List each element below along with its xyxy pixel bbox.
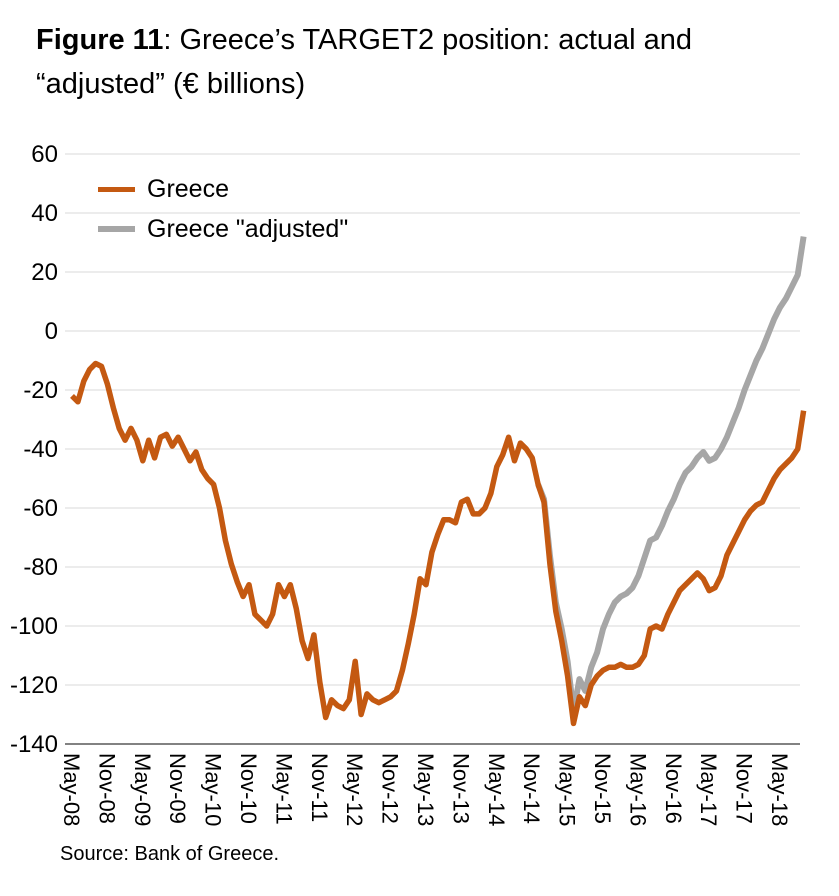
- y-axis-tick-label: 0: [45, 318, 58, 345]
- x-axis-tick-label: May-13: [413, 753, 438, 826]
- x-axis-tick-label: Nov-08: [94, 753, 119, 824]
- y-axis-tick-label: 20: [31, 259, 58, 286]
- y-axis-tick-label: -20: [23, 377, 58, 404]
- y-axis-tick-label: -140: [10, 731, 58, 758]
- y-axis-tick-label: -80: [23, 554, 58, 581]
- x-axis-tick-label: Nov-09: [165, 753, 190, 824]
- x-axis-tick-label: May-11: [271, 753, 296, 825]
- figure-title-text: : Greece’s TARGET2 position: actual and: [163, 24, 693, 56]
- x-axis-tick-label: Nov-12: [378, 753, 403, 824]
- x-axis-tick-label: Nov-15: [590, 753, 615, 824]
- y-axis-tick-label: -40: [23, 436, 58, 463]
- legend-label-greece: Greece: [147, 174, 229, 203]
- legend-item-greece: Greece: [98, 174, 229, 203]
- x-axis-tick-label: May-18: [767, 753, 792, 826]
- x-axis-tick-label: May-08: [59, 753, 84, 826]
- x-axis-tick-label: May-09: [130, 753, 155, 826]
- legend-swatch-greece-adjusted-line: [98, 226, 135, 232]
- x-axis-tick-label: Nov-13: [448, 753, 473, 824]
- figure-title-number: Figure 11: [36, 24, 164, 56]
- legend-swatch-greece-line: [98, 186, 135, 192]
- x-axis-tick-label: Nov-10: [236, 753, 261, 824]
- x-axis-tick-label: May-14: [484, 753, 509, 826]
- y-axis-tick-label: -60: [23, 495, 58, 522]
- series-line-greece: [70, 360, 807, 727]
- figure-title-line2: “adjusted” (€ billions): [36, 68, 306, 100]
- x-axis-tick-label: Nov-14: [519, 753, 544, 824]
- y-axis-tick-label: -100: [10, 613, 58, 640]
- y-axis-tick-label: 40: [31, 200, 58, 227]
- legend-item-greece-adjusted: Greece "adjusted": [98, 214, 349, 243]
- x-axis-tick-label: May-12: [342, 753, 367, 826]
- y-axis-tick-label: 60: [31, 141, 58, 168]
- x-axis-tick-label: Nov-16: [661, 753, 686, 824]
- x-axis-tick-label: Nov-17: [732, 753, 757, 824]
- source-note: Source: Bank of Greece.: [60, 843, 280, 865]
- series-line-greece-adjusted: [535, 236, 807, 715]
- x-axis-tick-label: May-10: [201, 753, 226, 826]
- x-axis-tick-label: May-16: [625, 753, 650, 826]
- figure-title: Figure 11: Greece’s TARGET2 position: ac…: [36, 18, 776, 106]
- x-axis-tick-label: Nov-11: [307, 753, 332, 822]
- x-axis-tick-label: May-17: [696, 753, 721, 826]
- y-axis-tick-label: -120: [10, 672, 58, 699]
- x-axis-tick-label: May-15: [555, 753, 580, 826]
- legend-label-greece-adjusted: Greece "adjusted": [147, 214, 349, 243]
